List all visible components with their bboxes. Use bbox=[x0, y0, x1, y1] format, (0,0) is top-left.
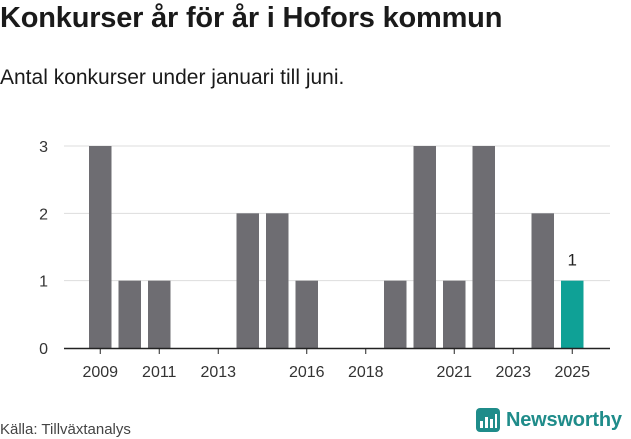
bar-2021 bbox=[443, 280, 466, 348]
x-tick-label: 2025 bbox=[554, 364, 590, 381]
bars bbox=[64, 146, 610, 354]
x-tick-label: 2021 bbox=[436, 364, 472, 381]
x-tick-label: 2013 bbox=[200, 364, 236, 381]
labels: 0 1 2 3 2009 2011 2013 2016 2018 2021 2023 2025 1 bbox=[39, 139, 590, 381]
source-note: Källa: Tillväxtanalys bbox=[0, 421, 131, 438]
bar-2024 bbox=[531, 213, 554, 348]
chart-subtitle: Antal konkurser under januari till juni. bbox=[0, 66, 345, 89]
y-tick-label: 0 bbox=[39, 341, 48, 358]
bar-2019 bbox=[384, 280, 407, 348]
bar-2016 bbox=[295, 280, 318, 348]
bar-2010 bbox=[118, 280, 141, 348]
bar-2020 bbox=[413, 146, 436, 348]
bar-2011 bbox=[148, 280, 171, 348]
x-tick-label: 2016 bbox=[289, 364, 325, 381]
bar-2015 bbox=[266, 213, 289, 348]
y-tick-label: 2 bbox=[39, 206, 48, 223]
bar-chart: 0 1 2 3 2009 2011 2013 2016 2018 2021 2023 2025 1 bbox=[39, 139, 610, 381]
bar-2022 bbox=[472, 146, 495, 348]
x-tick-label: 2023 bbox=[495, 364, 531, 381]
data-label: 1 bbox=[568, 251, 577, 270]
bar-2025 bbox=[561, 280, 584, 348]
brand-name: Newsworthy bbox=[506, 408, 622, 431]
brand-logo: Newsworthy bbox=[476, 408, 622, 432]
x-tick-label: 2009 bbox=[82, 364, 118, 381]
gridlines bbox=[64, 145, 610, 282]
chart-title: Konkurser år för år i Hofors kommun bbox=[0, 2, 503, 34]
y-tick-label: 1 bbox=[39, 274, 48, 291]
bar-2009 bbox=[89, 146, 112, 348]
x-tick-label: 2018 bbox=[348, 364, 384, 381]
x-tick-label: 2011 bbox=[142, 364, 177, 381]
bar-2014 bbox=[236, 213, 259, 348]
y-tick-label: 3 bbox=[39, 139, 48, 156]
newsworthy-icon bbox=[476, 408, 500, 432]
